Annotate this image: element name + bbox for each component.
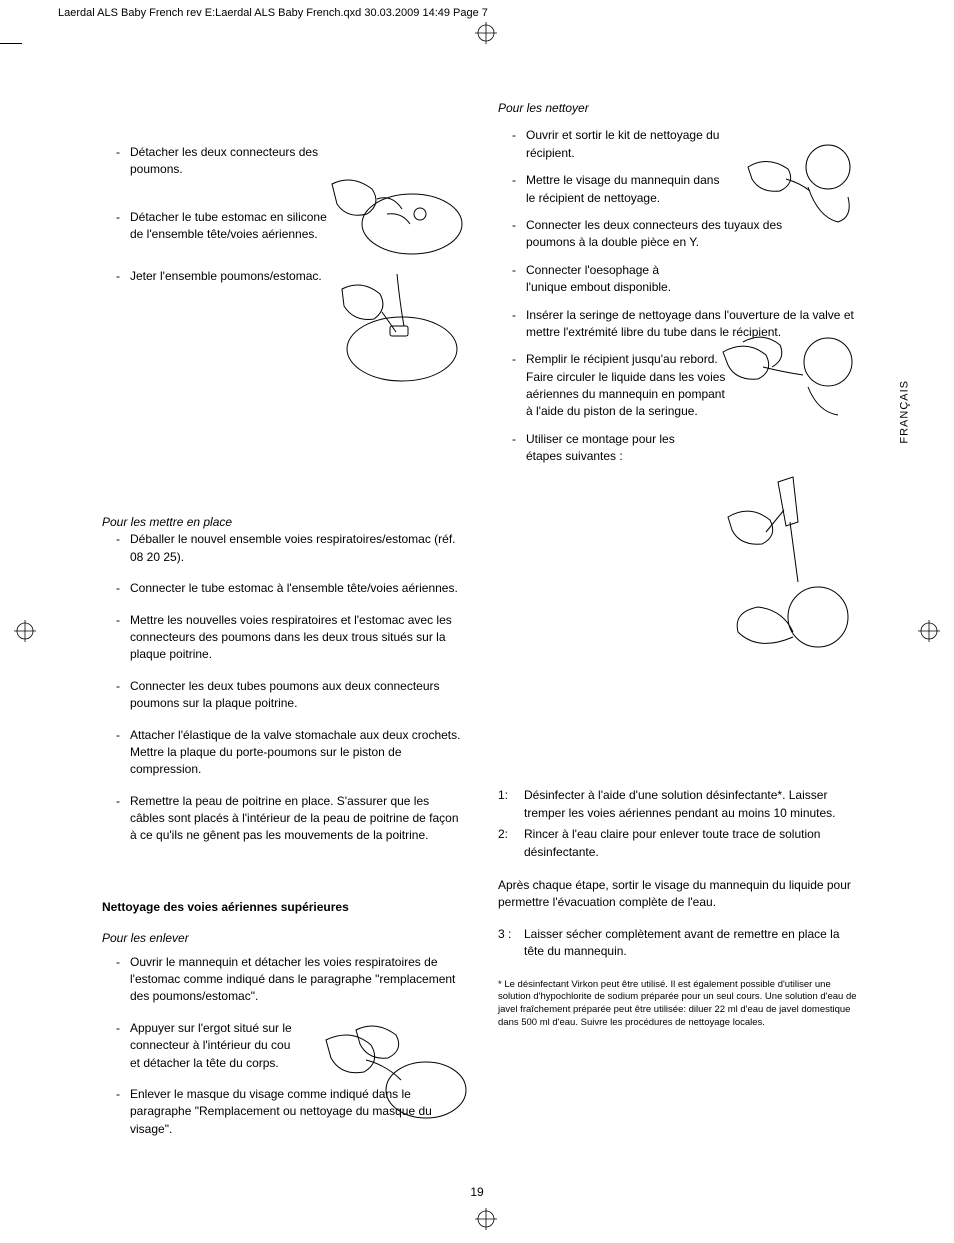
install-list: Déballer le nouvel ensemble voies respir… [102, 531, 462, 844]
list-item: 1:Désinfecter à l'aide d'une solution dé… [498, 787, 858, 822]
after-steps-paragraph: Après chaque étape, sortir le visage du … [498, 877, 858, 912]
list-item: Connecter le tube estomac à l'ensemble t… [102, 580, 462, 597]
crop-mark [0, 43, 22, 44]
list-item: Connecter l'oesophage à l'unique embout … [498, 262, 858, 297]
illustration-detach-tube [292, 264, 472, 394]
registration-mark [14, 620, 36, 647]
list-item: Attacher l'élastique de la valve stomach… [102, 727, 462, 779]
page-content: Détacher les deux connecteurs des poumon… [102, 100, 872, 1152]
illustration-syringe-pump [698, 462, 868, 672]
language-tab: FRANÇAIS [898, 380, 914, 444]
list-item: Ouvrir le mannequin et détacher les voie… [102, 954, 462, 1006]
illustration-remove-head [286, 1010, 476, 1130]
page-number: 19 [0, 1184, 954, 1201]
print-header: Laerdal ALS Baby French rev E:Laerdal AL… [58, 6, 488, 22]
illustration-cleaning-kit [718, 127, 868, 247]
illustration-connect-esophagus [698, 317, 868, 437]
left-column: Détacher les deux connecteurs des poumon… [102, 100, 462, 1152]
list-item: Mettre les nouvelles voies respiratoires… [102, 612, 462, 664]
registration-mark [475, 1208, 497, 1235]
list-item: Connecter les deux tubes poumons aux deu… [102, 678, 462, 713]
list-item: Remettre la peau de poitrine en place. S… [102, 793, 462, 845]
section-title: Pour les mettre en place [102, 514, 462, 531]
list-item: 3 :Laisser sécher complètement avant de … [498, 926, 858, 961]
disinfect-steps: 1:Désinfecter à l'aide d'une solution dé… [498, 787, 858, 861]
registration-mark [918, 620, 940, 647]
dry-step: 3 :Laisser sécher complètement avant de … [498, 926, 858, 961]
right-column: Pour les nettoyer Ouvrir et sortir le ki… [498, 100, 858, 1152]
section-title: Pour les nettoyer [498, 100, 858, 117]
illustration-detach-connectors [292, 154, 472, 274]
section-heading: Nettoyage des voies aériennes supérieure… [102, 899, 462, 916]
section-title: Pour les enlever [102, 930, 462, 947]
registration-mark [475, 22, 497, 49]
list-item: Déballer le nouvel ensemble voies respir… [102, 531, 462, 566]
list-item: 2:Rincer à l'eau claire pour enlever tou… [498, 826, 858, 861]
footnote: * Le désinfectant Virkon peut être utili… [498, 979, 858, 1030]
